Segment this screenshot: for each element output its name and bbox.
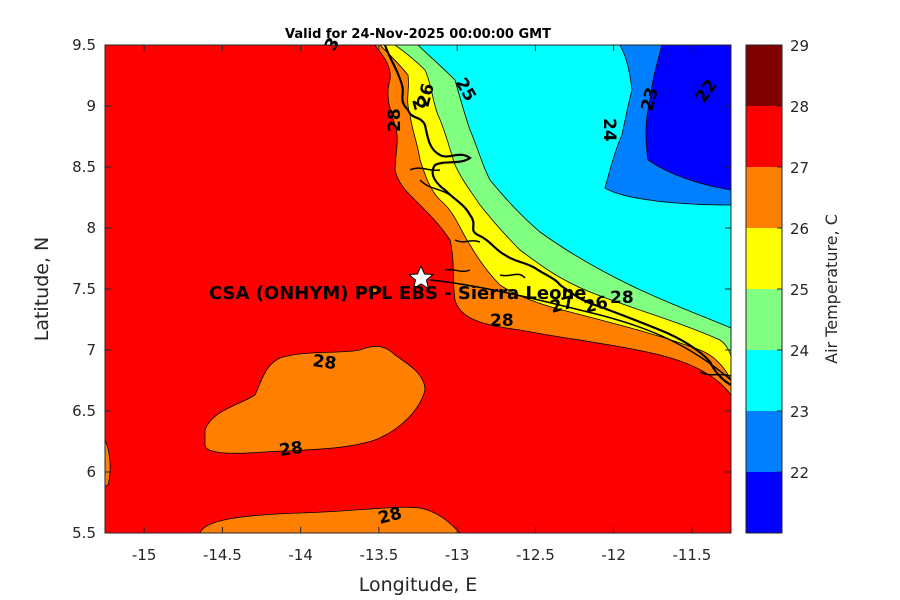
contour-label: 28: [278, 438, 304, 461]
shoreline-route: [429, 279, 731, 381]
x-tick-label: -11.5: [672, 546, 711, 564]
colorbar-swatch: [746, 411, 782, 472]
colorbar-swatch: [746, 45, 782, 106]
colorbar: 29 28 27 26 25 24 23 22: [745, 37, 809, 534]
contour-label: 28: [311, 351, 337, 374]
coastline: [383, 45, 731, 386]
coastline-estuary: [409, 167, 731, 377]
y-tick-label: 7.5: [72, 280, 96, 298]
band-27-orange-dot: [368, 285, 382, 295]
contour-plot-area: [105, 45, 731, 533]
contour-label: 28: [490, 311, 514, 331]
x-tick-label: -13.5: [359, 546, 398, 564]
y-axis: 9.5 9 8.5 8 7.5 7 6.5 6 5.5: [72, 36, 731, 542]
y-tick-label: 7: [86, 341, 96, 359]
y-tick-label: 5.5: [72, 524, 96, 542]
colorbar-swatch: [746, 228, 782, 289]
contour-label: 28: [610, 288, 634, 308]
colorbar-swatch: [746, 289, 782, 350]
y-tick-label: 9: [86, 97, 96, 115]
x-axis-label: Longitude, E: [359, 574, 478, 596]
x-axis: -15 -14.5 -14 -13.5 -13 -12.5 -12 -11.5: [132, 45, 711, 564]
y-tick-label: 6.5: [72, 402, 96, 420]
contour-label: 28: [385, 108, 405, 132]
contour-label: 24: [599, 118, 619, 142]
figure-title: Valid for 24-Nov-2025 00:00:00 GMT: [285, 27, 551, 42]
band-27-orange-patch-west: [105, 439, 111, 487]
contour-label: 2: [407, 96, 429, 113]
colorbar-tick-label: 25: [790, 281, 809, 299]
colorbar-tick-label: 28: [790, 98, 809, 116]
site-label: CSA (ONHYM) PPL EBS - Sierra Leone: [209, 283, 586, 304]
colorbar-swatch: [746, 472, 782, 533]
star-icon: [407, 264, 435, 290]
colorbar-tick-label: 24: [790, 342, 809, 360]
colorbar-swatch: [746, 350, 782, 411]
colorbar-swatch: [746, 167, 782, 228]
colorbar-tick-label: 22: [790, 464, 809, 482]
colorbar-tick-label: 29: [790, 37, 809, 55]
x-tick-label: -13: [445, 546, 470, 564]
colorbar-label: Air Temperature, C: [822, 214, 841, 364]
y-tick-label: 8: [86, 219, 96, 237]
y-tick-label: 6: [86, 463, 96, 481]
x-tick-label: -15: [132, 546, 157, 564]
x-tick-label: -14.5: [203, 546, 242, 564]
colorbar-tick-label: 27: [790, 159, 809, 177]
colorbar-swatch: [746, 106, 782, 167]
band-27-orange-patch-south: [199, 506, 461, 533]
band-27-orange-patch-center: [204, 345, 426, 454]
y-tick-label: 9.5: [72, 36, 96, 54]
x-tick-label: -12.5: [516, 546, 555, 564]
x-tick-label: -14: [288, 546, 313, 564]
colorbar-tick-label: 26: [790, 220, 809, 238]
y-axis-label: Latitude, N: [31, 237, 53, 342]
x-tick-label: -12: [601, 546, 626, 564]
band-22-23-blue: [645, 45, 731, 191]
y-tick-label: 8.5: [72, 158, 96, 176]
colorbar-tick-label: 23: [790, 403, 809, 421]
